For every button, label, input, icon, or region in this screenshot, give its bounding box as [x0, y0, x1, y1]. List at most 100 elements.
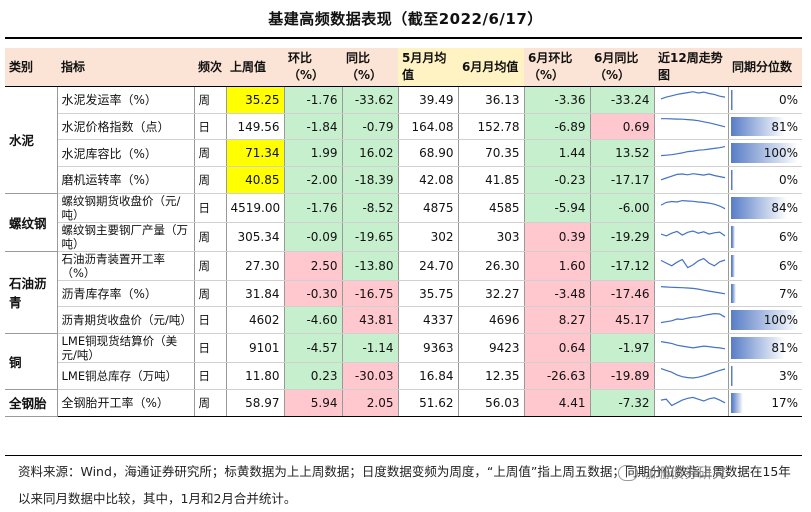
indicator-name: 沥青期货收盘价（元/吨） — [57, 306, 195, 335]
sparkline-chart — [660, 312, 725, 323]
percentile-value: 100% — [763, 146, 798, 161]
header-frequency: 频次 — [194, 48, 226, 87]
june-yoy-change: -17.17 — [590, 166, 655, 194]
june-average: 70.35 — [458, 139, 525, 168]
trend-sparkline — [654, 280, 729, 308]
yoy-change: -33.62 — [342, 86, 399, 114]
percentile-bar — [730, 116, 785, 137]
percentile-cell: 84% — [728, 193, 802, 223]
indicator-name: 螺纹钢主要钢厂产量（万吨） — [57, 222, 195, 252]
june-average: 26.30 — [458, 251, 525, 281]
indicator-name: LME铜总库存（万吨） — [57, 362, 195, 390]
percentile-bar — [730, 392, 743, 413]
sparkline-line — [660, 312, 725, 323]
category-cell: 全钢胎 — [5, 389, 58, 417]
june-mom-change: -5.94 — [524, 193, 591, 223]
sparkline-chart — [660, 340, 725, 350]
table-row: 石油沥青 石油沥青装置开工率（%）周 27.30 2.50 -13.80 24.70 26.… — [5, 251, 802, 335]
june-yoy-change: 45.17 — [590, 306, 655, 335]
percentile-bar — [730, 310, 798, 331]
percentile-bar — [730, 366, 734, 386]
sparkline-chart — [660, 118, 725, 128]
last-week-value: 9101 — [226, 333, 285, 364]
table-row: 水泥 水泥发运率（%）周 35.25 -1.76 -33.62 39.49 36.13 -3.… — [5, 86, 802, 194]
last-week-value: 305.34 — [226, 222, 285, 252]
percentile-cell: 6% — [728, 222, 802, 252]
june-average: 9423 — [458, 333, 525, 364]
yoy-change: -16.75 — [342, 280, 399, 308]
table-title: 基建高频数据表现（截至2022/6/17） — [268, 10, 543, 28]
header-jun-mom: 6月环比（%） — [524, 48, 590, 87]
trend-sparkline — [654, 113, 729, 141]
header-trend: 近12周走势图 — [654, 48, 728, 87]
table-row: 沥青库存率（%）周 31.84 -0.30 -16.75 35.75 32.27 -3.48… — [5, 280, 802, 308]
frequency-cell: 周 — [194, 251, 227, 281]
percentile-value: 81% — [771, 341, 798, 356]
frequency-cell: 日 — [194, 333, 227, 364]
percentile-bar — [730, 254, 736, 277]
may-average: 9363 — [398, 333, 459, 364]
table-row: LME铜总库存（万吨）日 11.80 0.23 -30.03 16.84 12.35 -26… — [5, 362, 802, 390]
wow-change: -0.30 — [284, 280, 343, 308]
sparkline-line — [660, 230, 725, 237]
last-week-value: 27.30 — [226, 251, 285, 281]
trend-sparkline — [654, 389, 729, 417]
header-row: 类别 指标 频次 上周值 环比（%） 同比（%） 5月月均值 6月月均值 6月环… — [5, 48, 802, 87]
june-average: 303 — [458, 222, 525, 252]
sparkline-line — [660, 91, 725, 100]
last-week-value: 4519.00 — [226, 193, 285, 223]
may-average: 42.08 — [398, 166, 459, 194]
frequency-cell: 周 — [194, 389, 227, 417]
trend-sparkline — [654, 362, 729, 390]
trend-sparkline — [654, 86, 729, 114]
june-yoy-change: 13.52 — [590, 139, 655, 168]
percentile-value: 81% — [771, 119, 798, 134]
title-divider — [5, 37, 802, 39]
sparkline-chart — [660, 145, 725, 156]
last-week-value: 40.85 — [226, 166, 285, 194]
june-mom-change: 4.41 — [524, 389, 591, 417]
table-row: 铜 LME铜现货结算价（美元/吨）日 9101 -4.57 -1.14 9363 9423 0… — [5, 333, 802, 390]
june-mom-change: 8.27 — [524, 306, 591, 335]
last-week-value: 11.80 — [226, 362, 285, 390]
indicator-name: 沥青库存率（%） — [57, 280, 195, 308]
june-mom-change: -0.23 — [524, 166, 591, 194]
wow-change: 5.94 — [284, 389, 343, 417]
percentile-cell: 0% — [728, 166, 802, 194]
yoy-change: -30.03 — [342, 362, 399, 390]
category-cell: 石油沥青 — [5, 251, 58, 335]
indicator-name: 磨机运转率（%） — [57, 166, 195, 194]
june-average: 41.85 — [458, 166, 525, 194]
percentile-cell: 6% — [728, 251, 802, 281]
percentile-bar — [730, 90, 733, 110]
sparkline-chart — [660, 173, 725, 181]
june-yoy-change: -1.97 — [590, 333, 655, 364]
june-mom-change: -6.89 — [524, 113, 591, 141]
june-average: 12.35 — [458, 362, 525, 390]
yoy-change: -13.80 — [342, 251, 399, 281]
june-average: 4585 — [458, 193, 525, 223]
trend-sparkline — [654, 333, 729, 364]
frequency-cell: 周 — [194, 166, 227, 194]
percentile-value: 0% — [778, 172, 798, 187]
table-row: 全钢胎 全钢胎开工率（%）周 58.97 5.94 2.05 51.62 56.03 4.41… — [5, 389, 802, 417]
may-average: 4337 — [398, 306, 459, 335]
indicator-name: LME铜现货结算价（美元/吨） — [57, 333, 195, 364]
percentile-value: 100% — [763, 313, 798, 328]
yoy-change: -0.79 — [342, 113, 399, 141]
percentile-value: 3% — [778, 368, 798, 383]
header-jun-yoy: 6月同比（%） — [590, 48, 654, 87]
category-cell: 水泥 — [5, 86, 58, 194]
frequency-cell: 日 — [194, 306, 227, 335]
yoy-change: -8.52 — [342, 193, 399, 223]
may-average: 51.62 — [398, 389, 459, 417]
trend-sparkline — [654, 306, 729, 335]
wow-change: 1.99 — [284, 139, 343, 168]
june-yoy-change: -19.89 — [590, 362, 655, 390]
header-indicator: 指标 — [57, 48, 194, 87]
june-average: 152.78 — [458, 113, 525, 141]
last-week-value: 71.34 — [226, 139, 285, 168]
may-average: 16.84 — [398, 362, 459, 390]
indicator-name: 水泥库容比（%） — [57, 139, 195, 168]
indicator-name: 水泥价格指数（点） — [57, 113, 195, 141]
